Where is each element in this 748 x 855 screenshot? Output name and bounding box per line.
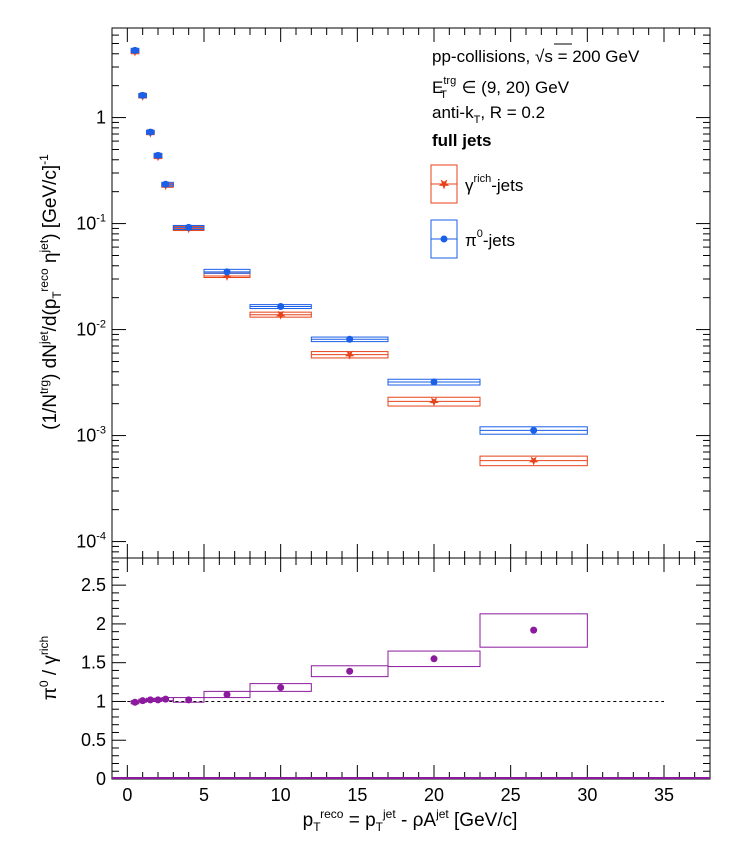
- pi-marker: [162, 180, 170, 188]
- gamma-marker: [429, 397, 439, 407]
- ratio-marker: [139, 697, 147, 705]
- legend-gamma-label: γrich-jets: [465, 173, 523, 195]
- top-y-axis-title: (1/Ntrg) dNjet/d(pTreco ηjet) [GeV/c]-1: [37, 154, 64, 430]
- ratio-marker: [146, 696, 154, 704]
- gamma-marker: [222, 271, 232, 282]
- legend-jet-type: full jets: [432, 131, 492, 150]
- ratio-marker: [131, 698, 139, 706]
- ratio-marker: [162, 695, 170, 703]
- y-tick-label: 0: [96, 769, 106, 789]
- y-tick-label: 0.5: [81, 730, 106, 750]
- ratio-marker: [346, 667, 354, 675]
- top-panel-ticks: 10-4 10-3 10-2 10-1 1: [76, 27, 710, 559]
- legend: pp-collisions, √s = 200 GeV Etrg T ∈ (9, …: [430, 43, 640, 259]
- ratio-marker: [277, 683, 285, 691]
- pi-marker: [430, 378, 438, 386]
- y-tick-label: 10-4: [76, 531, 106, 552]
- pi-marker: [185, 223, 193, 231]
- legend-trigger-line: Etrg T ∈ (9, 20) GeV: [432, 75, 570, 101]
- ratio-marker: [430, 655, 438, 663]
- bottom-panel-data: [112, 613, 710, 779]
- x-tick-label: 25: [501, 785, 521, 805]
- ratio-marker: [223, 690, 231, 698]
- ratio-sys-box: [387, 650, 481, 668]
- y-tick-label: 2: [96, 614, 106, 634]
- pi-marker: [223, 268, 231, 276]
- x-tick-label: 15: [347, 785, 367, 805]
- bottom-panel-ticks: 0 5 10 15 20 25 30 35 0 0.5 1 1.5 2 2.5: [81, 558, 710, 805]
- y-tick-label: 1.5: [81, 653, 106, 673]
- legend-collision-line: pp-collisions, √s = 200 GeV: [432, 47, 640, 66]
- bottom-y-axis-title: π0 / γrich: [37, 636, 61, 700]
- pi-marker: [131, 46, 139, 54]
- gamma-marker: [275, 310, 286, 320]
- x-tick-label: 20: [424, 785, 444, 805]
- y-tick-label: 10-2: [76, 319, 106, 340]
- ratio-marker: [530, 626, 538, 634]
- x-tick-label: 35: [654, 785, 674, 805]
- top-panel-data: [130, 46, 588, 467]
- legend-pi-marker: [440, 235, 448, 243]
- y-tick-label: 1: [96, 691, 106, 711]
- pi-marker: [346, 335, 354, 343]
- ratio-sys-box: [249, 683, 312, 692]
- y-tick-label: 1: [96, 108, 106, 128]
- y-tick-label: 10-1: [76, 213, 106, 234]
- legend-gamma-marker: [438, 179, 450, 190]
- x-tick-label: 30: [577, 785, 597, 805]
- x-axis-title: pTreco = pTjet - ρAjet [GeV/c]: [303, 807, 518, 834]
- pi-marker: [154, 151, 162, 159]
- ratio-sys-box: [479, 613, 588, 648]
- gamma-marker: [344, 350, 355, 360]
- x-tick-label: 10: [271, 785, 291, 805]
- legend-pi-label: π0-jets: [465, 228, 515, 250]
- ratio-marker: [154, 696, 162, 704]
- gamma-marker: [528, 456, 539, 466]
- pi-marker: [277, 303, 285, 311]
- legend-algorithm-line: anti-kT, R = 0.2: [432, 103, 545, 126]
- ratio-marker: [185, 696, 193, 704]
- pi-marker: [146, 128, 154, 136]
- x-tick-label: 0: [122, 785, 132, 805]
- pi-marker: [139, 91, 147, 99]
- pi-marker: [530, 426, 538, 434]
- y-tick-label: 2.5: [81, 575, 106, 595]
- x-tick-label: 5: [199, 785, 209, 805]
- ratio-sys-box: [310, 665, 389, 678]
- y-tick-label: 10-3: [76, 425, 106, 446]
